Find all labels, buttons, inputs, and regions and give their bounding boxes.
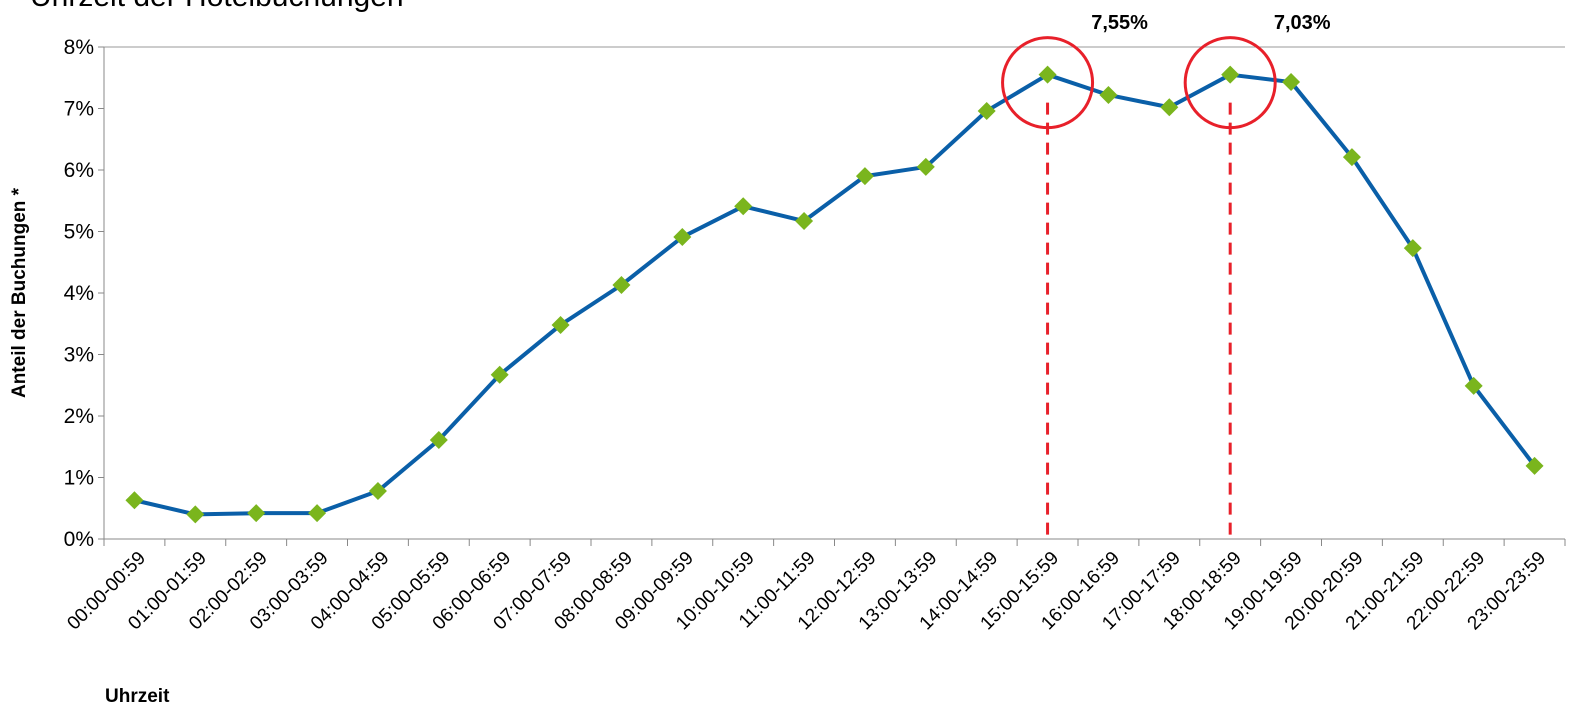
marker (1038, 65, 1057, 84)
annotation: 7,55% (1091, 12, 1148, 34)
y-tick-label: 0% (64, 528, 94, 551)
chart-title: Uhrzeit der Hotelbuchungen (30, 0, 404, 13)
marker (1403, 239, 1422, 258)
marker (186, 505, 205, 524)
line (133, 72, 1537, 517)
marker (612, 276, 631, 295)
marker (916, 157, 935, 176)
marker (1160, 98, 1179, 117)
marker (308, 504, 327, 523)
annotation-circle (1183, 36, 1277, 130)
y-tick-label: 8% (64, 36, 94, 59)
marker (1099, 85, 1118, 104)
marker (1464, 376, 1483, 395)
annotation-circle (1001, 36, 1095, 130)
marker (490, 365, 509, 384)
y-axis-label: Anteil der Buchungen * (9, 187, 30, 398)
marker (1342, 148, 1361, 167)
marker (1282, 73, 1301, 92)
marker (429, 430, 448, 449)
y-tick-label: 6% (64, 159, 94, 182)
marker (247, 504, 266, 523)
marker (125, 491, 144, 510)
y-tick-label: 2% (64, 405, 94, 428)
y-tick-label: 7% (64, 98, 94, 121)
x-axis-label: Uhrzeit (105, 686, 170, 707)
y-tick-label: 4% (64, 282, 94, 305)
marker (977, 101, 996, 120)
y-tick-label: 3% (64, 344, 94, 367)
marker (551, 315, 570, 334)
marker (1525, 456, 1544, 475)
marker (734, 197, 753, 216)
marker (855, 167, 874, 186)
marker (1221, 65, 1240, 84)
marker (673, 228, 692, 247)
y-tick-label: 5% (64, 221, 94, 244)
marker (368, 482, 387, 501)
annotation: 7,03% (1274, 12, 1331, 34)
marker (795, 212, 814, 231)
y-tick-label: 1% (64, 467, 94, 490)
